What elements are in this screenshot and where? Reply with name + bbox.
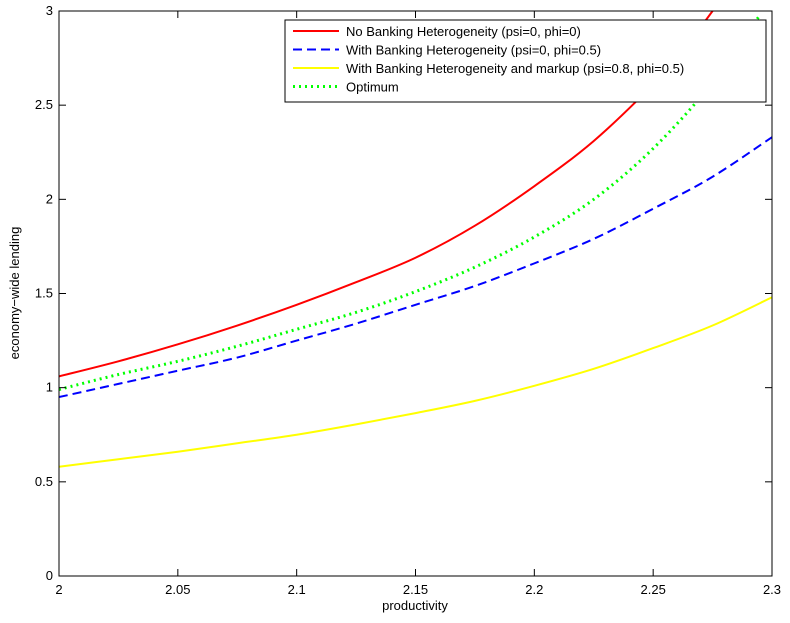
legend-label-2: With Banking Heterogeneity and markup (p… bbox=[346, 61, 684, 76]
x-tick-label: 2.2 bbox=[525, 582, 543, 597]
x-tick-label: 2.3 bbox=[763, 582, 781, 597]
ticks-layer: 2 2.05 2.1 2.15 2.2 2.25 2.3 0 0.5 1 1.5 2 2.5 3 bbox=[35, 3, 781, 597]
y-tick-label: 1 bbox=[46, 380, 53, 395]
y-tick-label: 0.5 bbox=[35, 474, 53, 489]
legend-label-0: No Banking Heterogeneity (psi=0, phi=0) bbox=[346, 24, 581, 39]
x-axis-label: productivity bbox=[382, 598, 448, 613]
legend-entries: No Banking Heterogeneity (psi=0, phi=0) W… bbox=[293, 24, 684, 95]
y-tick-label: 2 bbox=[46, 191, 53, 206]
x-tick-label: 2.05 bbox=[165, 582, 190, 597]
y-tick-label: 1.5 bbox=[35, 286, 53, 301]
x-tick-label: 2.1 bbox=[288, 582, 306, 597]
x-tick-label: 2.25 bbox=[641, 582, 666, 597]
x-tick-label: 2 bbox=[55, 582, 62, 597]
y-tick-label: 2.5 bbox=[35, 97, 53, 112]
y-tick-label: 3 bbox=[46, 3, 53, 18]
legend-label-1: With Banking Heterogeneity (psi=0, phi=0… bbox=[346, 43, 601, 58]
y-tick-label: 0 bbox=[46, 568, 53, 583]
axes-background bbox=[59, 11, 772, 576]
series-line-3 bbox=[59, 13, 762, 392]
legend-label-3: Optimum bbox=[346, 80, 399, 95]
legend-box bbox=[284, 19, 767, 103]
y-axis-label: economy−wide lending bbox=[7, 227, 22, 360]
plot-area bbox=[59, 11, 772, 576]
legend: No Banking Heterogeneity (psi=0, phi=0) W… bbox=[284, 19, 767, 103]
series-line-2 bbox=[59, 296, 772, 468]
x-tick-label: 2.15 bbox=[403, 582, 428, 597]
